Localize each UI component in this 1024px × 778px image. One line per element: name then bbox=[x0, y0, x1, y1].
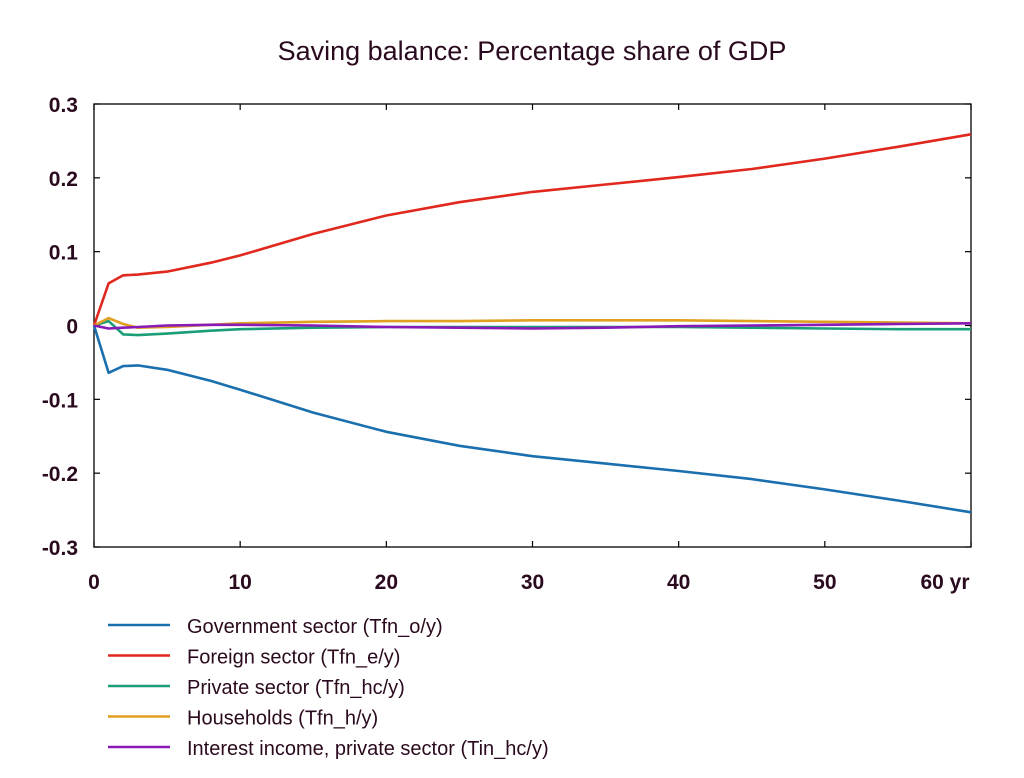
legend-label: Interest income, private sector (Tin_hc/… bbox=[187, 738, 549, 760]
legend-label: Foreign sector (Tfn_e/y) bbox=[187, 647, 400, 669]
x-tick-label: 50 bbox=[813, 571, 836, 594]
chart-title: Saving balance: Percentage share of GDP bbox=[278, 36, 787, 66]
x-tick-label: 60 yr bbox=[920, 571, 969, 594]
series-line-2 bbox=[92, 133, 972, 326]
series-line-1 bbox=[92, 325, 972, 514]
x-tick-label: 10 bbox=[228, 571, 251, 594]
series-line-5 bbox=[93, 322, 972, 330]
legend-label: Government sector (Tfn_o/y) bbox=[187, 616, 443, 638]
series-lines bbox=[92, 133, 972, 514]
y-tick-label: -0.1 bbox=[42, 389, 79, 412]
x-tick-label: 30 bbox=[521, 571, 544, 594]
y-tick-label: -0.3 bbox=[42, 537, 78, 560]
axis-ticks: 0.3 0.2 0.1 0 -0.1 -0.2 -0.3 0 10 20 30 40 50 60 yr bbox=[42, 94, 972, 594]
y-tick-label: 0.1 bbox=[49, 242, 79, 265]
legend-label: Private sector (Tfn_hc/y) bbox=[187, 677, 405, 699]
x-tick-label: 0 bbox=[88, 571, 100, 594]
y-tick-label: 0.3 bbox=[49, 94, 78, 117]
y-tick-label: 0 bbox=[66, 316, 78, 339]
legend-label: Households (Tfn_h/y) bbox=[187, 708, 378, 730]
x-tick-label: 40 bbox=[667, 571, 690, 594]
x-tick-label: 20 bbox=[375, 571, 398, 594]
y-tick-label: 0.2 bbox=[49, 168, 78, 191]
y-tick-label: -0.2 bbox=[42, 463, 78, 486]
legend: Government sector (Tfn_o/y) Foreign secto… bbox=[108, 616, 549, 760]
